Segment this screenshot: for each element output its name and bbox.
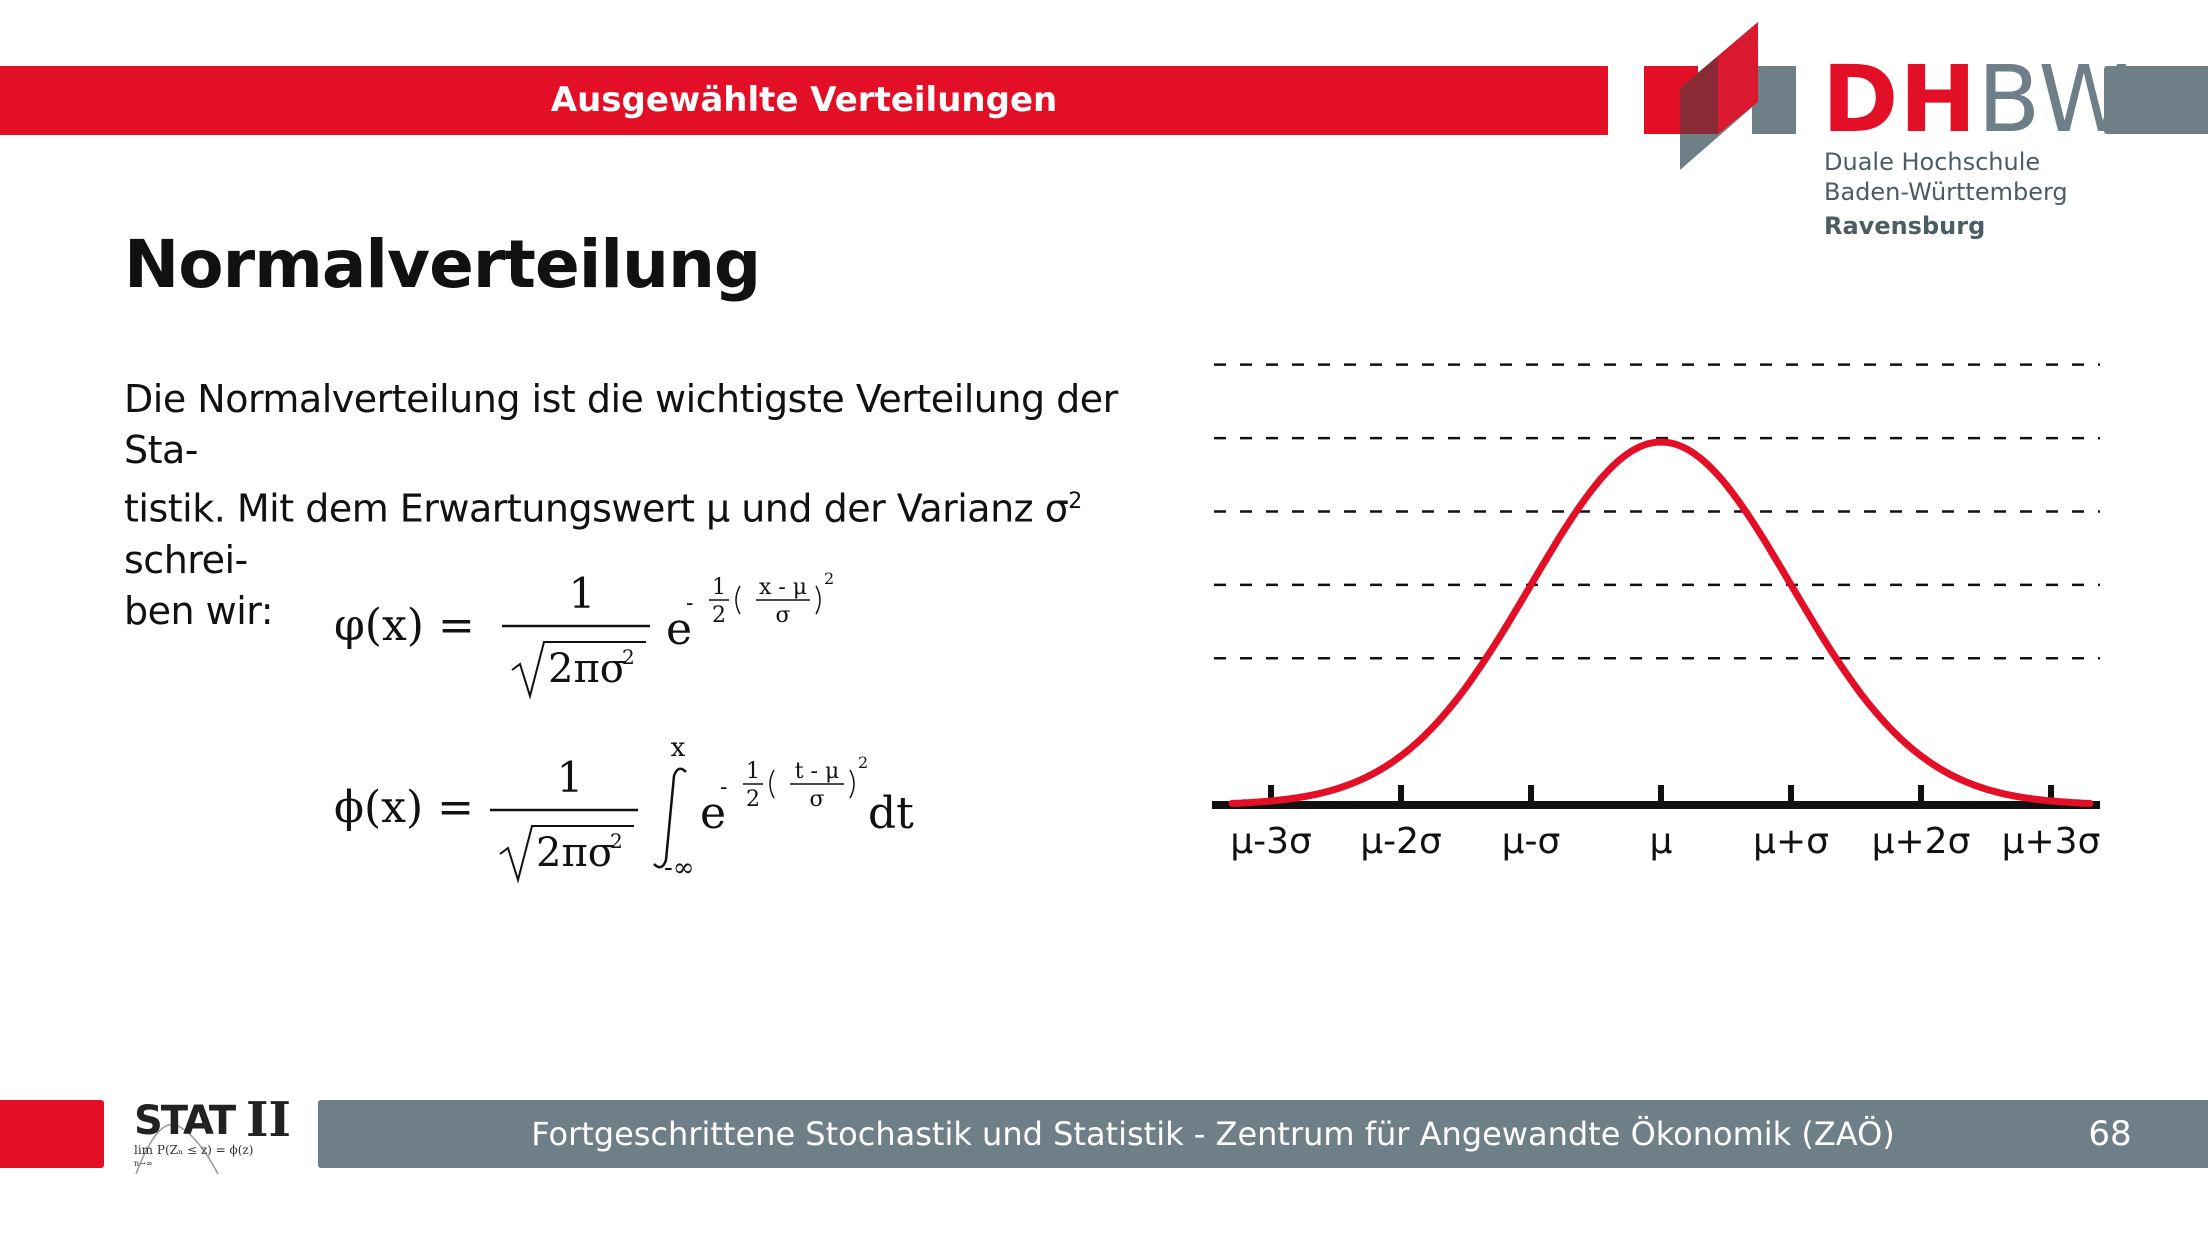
pdf-exp-den: σ (775, 603, 790, 628)
dhbw-logo-icon (1644, 22, 1796, 170)
stat-ii-logo: STAT II lim P(Zₙ ≤ z) = ϕ(z) n→∞ (134, 1096, 291, 1175)
formula-block: φ(x) = 1 2πσ 2 e - 1 2 x - μ σ 2 ϕ(x) = … (334, 569, 914, 884)
logo-word-bw: BW (1977, 46, 2131, 153)
cdf-exp-den: σ (809, 787, 824, 812)
cdf-denominator-sup: 2 (610, 829, 623, 853)
stat-logo-roman: II (246, 1096, 291, 1148)
pdf-lhs: φ(x) = (334, 600, 475, 651)
logo-wordmark: DHBW (1822, 54, 2130, 146)
page-number: 68 (2088, 1114, 2132, 1154)
logo-line-2: Baden-Württemberg (1824, 178, 2068, 206)
logo-line-1: Duale Hochschule (1824, 148, 2041, 176)
pdf-exp-half-num: 1 (712, 575, 726, 600)
pdf-e: e (666, 604, 692, 655)
cdf-differential: dt (868, 788, 914, 839)
intro-line-2-a: tistik. Mit dem Erwartungswert μ und der… (124, 486, 1069, 531)
intro-line-2: tistik. Mit dem Erwartungswert μ und der… (124, 476, 1134, 586)
pdf-exp-minus: - (686, 591, 693, 616)
chart-grid (1214, 363, 2100, 660)
x-tick-label-5: μ+2σ (1872, 821, 1971, 862)
cdf-exp-half-den: 2 (746, 787, 760, 812)
x-tick-label-0: μ-3σ (1230, 821, 1312, 862)
cdf-int-lower: -∞ (664, 853, 694, 883)
x-tick-label-1: μ-2σ (1360, 821, 1442, 862)
normal-distribution-chart: μ-3σ μ-2σ μ-σ μ μ+σ μ+2σ μ+3σ (1212, 363, 2100, 862)
header-bar (0, 66, 1608, 135)
cdf-exp-paren-right (849, 769, 855, 799)
header-title: Ausgewählte Verteilungen (550, 80, 1058, 120)
cdf-exp-num: t - μ (795, 759, 840, 784)
integral-sign (653, 767, 687, 869)
cdf-lhs: ϕ(x) = (334, 782, 474, 833)
stat-logo-formula: lim P(Zₙ ≤ z) = ϕ(z) (134, 1143, 253, 1157)
pdf-formula: φ(x) = 1 2πσ 2 e - 1 2 x - μ σ 2 (334, 569, 834, 700)
intro-line-3: ben wir: (124, 588, 274, 633)
x-tick-label-2: μ-σ (1502, 821, 1561, 862)
x-tick-label-3: μ (1650, 821, 1673, 862)
cdf-sqrt-sign (499, 825, 634, 884)
stat-logo-curve (135, 1123, 219, 1175)
pdf-exp-num: x - μ (759, 575, 807, 600)
stat-logo-formula-sub: n→∞ (134, 1159, 153, 1168)
cdf-e: e (700, 788, 726, 839)
cdf-numerator: 1 (557, 753, 584, 802)
pdf-exp-paren-left (735, 585, 741, 615)
pdf-numerator: 1 (569, 569, 596, 618)
cdf-exp-half-num: 1 (746, 759, 760, 784)
stat-logo-text: STAT (134, 1098, 237, 1144)
footer-course-title: Fortgeschrittene Stochastik und Statisti… (531, 1115, 1895, 1153)
cdf-formula: ϕ(x) = 1 2πσ 2 x -∞ e - 1 2 t - μ σ 2 dt (334, 733, 914, 884)
header-grey-tab (2104, 66, 2208, 134)
intro-line-1: Die Normalverteilung ist die wichtigste … (124, 377, 1118, 472)
footer-red-tab (0, 1100, 104, 1168)
x-tick-label-4: μ+σ (1753, 821, 1829, 862)
pdf-sqrt-sign (511, 641, 646, 700)
logo-word-dh: DH (1822, 46, 1978, 153)
cdf-exp-sup: 2 (858, 753, 868, 772)
cdf-exp-paren-left (769, 769, 775, 799)
cdf-denominator: 2πσ (536, 830, 615, 876)
page-title: Normalverteilung (124, 226, 761, 303)
cdf-exp-minus: - (720, 775, 727, 800)
logo-campus: Ravensburg (1824, 212, 1986, 240)
density-curve (1228, 438, 2094, 807)
intro-line-2-b: schrei- (124, 537, 248, 582)
intro-sup: 2 (1068, 489, 1082, 514)
intro-text: Die Normalverteilung ist die wichtigste … (124, 374, 1134, 637)
pdf-exp-half-den: 2 (712, 603, 726, 628)
cdf-int-upper: x (671, 733, 686, 763)
pdf-exp-paren-right (815, 585, 821, 615)
footer-bar (318, 1100, 2208, 1168)
chart-ticks: μ-3σ μ-2σ μ-σ μ μ+σ μ+2σ μ+3σ (1230, 785, 2100, 862)
x-tick-label-6: μ+3σ (2002, 821, 2101, 862)
pdf-exp-sup: 2 (824, 569, 834, 588)
pdf-denominator: 2πσ (548, 646, 627, 692)
pdf-denominator-sup: 2 (622, 645, 635, 669)
